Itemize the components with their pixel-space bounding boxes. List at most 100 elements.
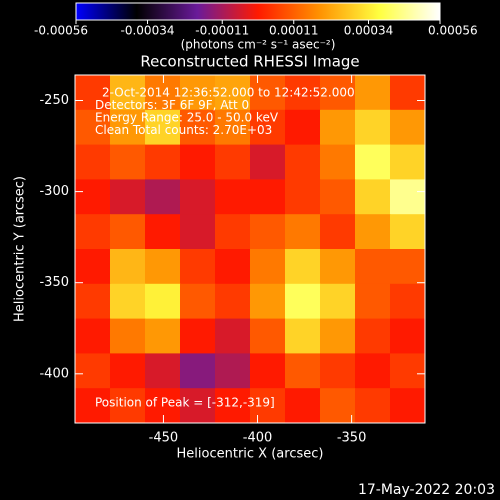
heatmap-cell	[215, 179, 251, 215]
annotation: Detectors: 3F 6F 9F, Att 0	[95, 98, 249, 112]
heatmap-cell	[285, 249, 321, 285]
heatmap-cell	[320, 388, 356, 424]
x-tick-label: -450	[149, 431, 179, 446]
heatmap-cell	[180, 144, 216, 180]
heatmap-cell	[180, 214, 216, 250]
heatmap-cell	[355, 318, 391, 354]
colorbar-tick-label: -0.00034	[121, 24, 175, 38]
heatmap-cell	[110, 249, 146, 285]
heatmap-cell	[250, 179, 286, 215]
heatmap-cell	[110, 179, 146, 215]
heatmap-cell	[285, 283, 321, 320]
heatmap-cell	[75, 75, 111, 111]
heatmap-cell	[110, 318, 146, 354]
heatmap-cell	[215, 249, 251, 285]
heatmap-cell	[320, 318, 356, 354]
heatmap-cell	[390, 318, 426, 354]
heatmap-cell	[285, 75, 321, 111]
colorbar-tick-label: 0.00034	[344, 24, 394, 38]
heatmap-cell	[355, 144, 391, 180]
heatmap-cell	[110, 214, 146, 250]
heatmap-cell	[215, 144, 251, 180]
y-tick-label: -400	[39, 366, 69, 381]
heatmap-cell	[285, 179, 321, 215]
heatmap-cell	[75, 318, 111, 354]
heatmap-cell	[285, 318, 321, 354]
heatmap-cell	[355, 179, 391, 215]
heatmap-cell	[250, 249, 286, 285]
heatmap-cell	[110, 144, 146, 180]
heatmap-cell	[75, 388, 111, 424]
y-axis-label: Heliocentric Y (arcsec)	[13, 176, 28, 322]
heatmap-cell	[285, 144, 321, 180]
heatmap-cell	[320, 283, 356, 320]
heatmap-cell	[355, 109, 391, 146]
heatmap-cell	[75, 179, 111, 215]
heatmap-cell	[145, 144, 181, 180]
heatmap-cell	[250, 388, 286, 424]
heatmap-cell	[285, 353, 321, 389]
heatmap-cell	[355, 353, 391, 389]
heatmap-cell	[145, 353, 181, 389]
peak-note: Position of Peak = [-312,-319]	[95, 396, 275, 410]
heatmap-cell	[215, 353, 251, 389]
heatmap-cell	[355, 214, 391, 250]
heatmap-cell	[355, 249, 391, 285]
heatmap-cell	[110, 109, 146, 146]
x-axis-label: Heliocentric X (arcsec)	[177, 447, 324, 462]
annotation: Energy Range: 25.0 - 50.0 keV	[95, 111, 279, 125]
colorbar-tick-label: 0.00056	[428, 24, 478, 38]
y-tick-label: -300	[39, 184, 69, 199]
heatmap-cell	[390, 214, 426, 250]
annotation: 2-Oct-2014 12:36:52.000 to 12:42:52.000	[102, 86, 355, 100]
heatmap-cell	[250, 353, 286, 389]
heatmap-cell	[390, 388, 426, 424]
colorbar-tick-label: -0.00056	[34, 24, 88, 38]
heatmap-cell	[215, 214, 251, 250]
heatmap-cell	[110, 353, 146, 389]
chart-title: Reconstructed RHESSI Image	[140, 53, 359, 71]
heatmap-cell	[390, 249, 426, 285]
heatmap-cell	[250, 75, 286, 111]
heatmap-cell	[320, 249, 356, 285]
heatmap-cell	[250, 214, 286, 250]
heatmap-cell	[110, 388, 146, 424]
heatmap-cell	[180, 109, 216, 146]
colorbar	[75, 2, 441, 21]
heatmap-cell	[390, 109, 426, 146]
heatmap-cell	[285, 214, 321, 250]
heatmap-cell	[180, 283, 216, 320]
heatmap-cell	[390, 353, 426, 389]
heatmap-cell	[180, 75, 216, 111]
colorbar-label: (photons cm⁻² s⁻¹ asec⁻²)	[181, 38, 336, 52]
heatmap-cell	[145, 109, 181, 146]
heatmap-cell	[180, 353, 216, 389]
heatmap-cell	[285, 109, 321, 146]
heatmap-cell	[355, 388, 391, 424]
annotation: Clean Total counts: 2.70E+03	[95, 123, 272, 137]
heatmap-cell	[145, 283, 181, 320]
heatmap-cell	[215, 388, 251, 424]
y-tick-label: -250	[39, 93, 69, 108]
heatmap-cell	[75, 353, 111, 389]
heatmap-cell	[320, 353, 356, 389]
heatmap-cell	[320, 144, 356, 180]
colorbar-tick-label: -0.00011	[195, 24, 249, 38]
heatmap-cell	[145, 214, 181, 250]
heatmap-cell	[75, 144, 111, 180]
heatmap-cell	[250, 318, 286, 354]
heatmap-cell	[250, 283, 286, 320]
heatmap-cell	[215, 75, 251, 111]
heatmap-cell	[390, 144, 426, 180]
heatmap-cell	[75, 249, 111, 285]
heatmap-cell	[110, 75, 146, 111]
heatmap-cell	[320, 214, 356, 250]
heatmap-cell	[285, 388, 321, 424]
heatmap-cell	[355, 75, 391, 111]
x-tick-label: -400	[243, 431, 273, 446]
heatmap-cell	[75, 283, 111, 320]
heatmap-cell	[390, 179, 426, 215]
heatmap-cell	[180, 249, 216, 285]
